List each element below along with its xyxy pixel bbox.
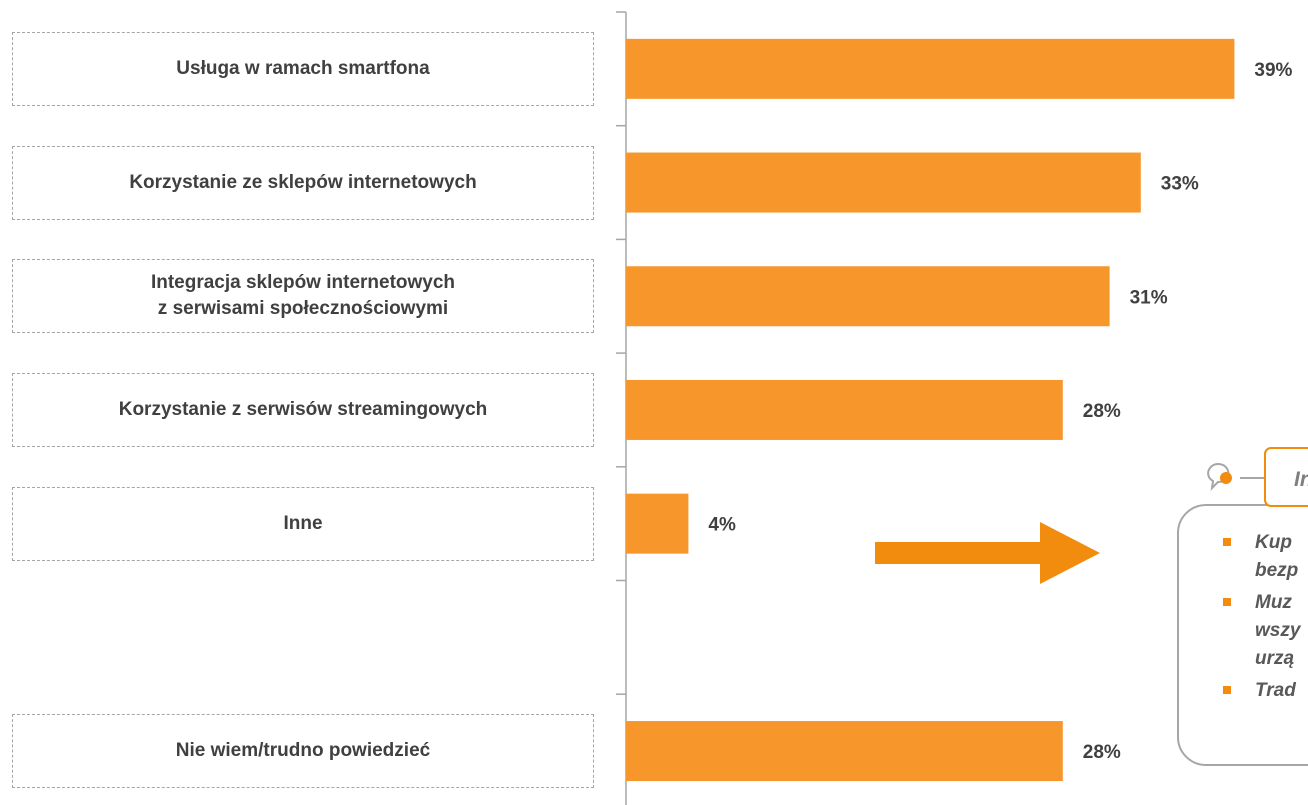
speech-icon-dot [1220, 472, 1232, 484]
callout-text: wszy [1255, 620, 1302, 641]
callout-text: Trad [1255, 680, 1296, 701]
callout-text: Muz [1255, 592, 1292, 613]
callout-text: bezp [1255, 560, 1298, 581]
bar [626, 152, 1141, 213]
value-label: 33% [1161, 174, 1199, 195]
value-label: 28% [1083, 742, 1121, 763]
category-label: Inne [12, 486, 594, 561]
bullet [1223, 598, 1231, 606]
value-label: 31% [1130, 287, 1168, 308]
callout: In Kup bezp Muz wszy urzą Trad [1177, 447, 1308, 766]
value-label: 28% [1083, 401, 1121, 422]
category-label: Korzystanie z serwisów streamingowych [12, 372, 594, 447]
category-label: Korzystanie ze sklepów internetowych [12, 145, 594, 220]
callout-text: urzą [1255, 648, 1295, 669]
arrow [875, 522, 1100, 584]
category-label: Usługa w ramach smartfona [12, 31, 594, 106]
category-label: Integracja sklepów internetowych z serwi… [12, 259, 594, 334]
callout-title: In [1294, 468, 1308, 491]
callout-box [1177, 504, 1308, 766]
value-label: 4% [708, 515, 736, 536]
category-label: Nie wiem/trudno powiedzieć [12, 714, 594, 789]
bullet [1223, 686, 1231, 694]
callout-title-box [1264, 447, 1308, 507]
bar [626, 493, 689, 554]
bar [626, 266, 1110, 327]
bar [626, 721, 1063, 782]
value-label: 39% [1254, 60, 1292, 81]
bar [626, 38, 1235, 99]
callout-text: Kup [1255, 532, 1292, 553]
bar [626, 379, 1063, 440]
bullet [1223, 538, 1231, 546]
